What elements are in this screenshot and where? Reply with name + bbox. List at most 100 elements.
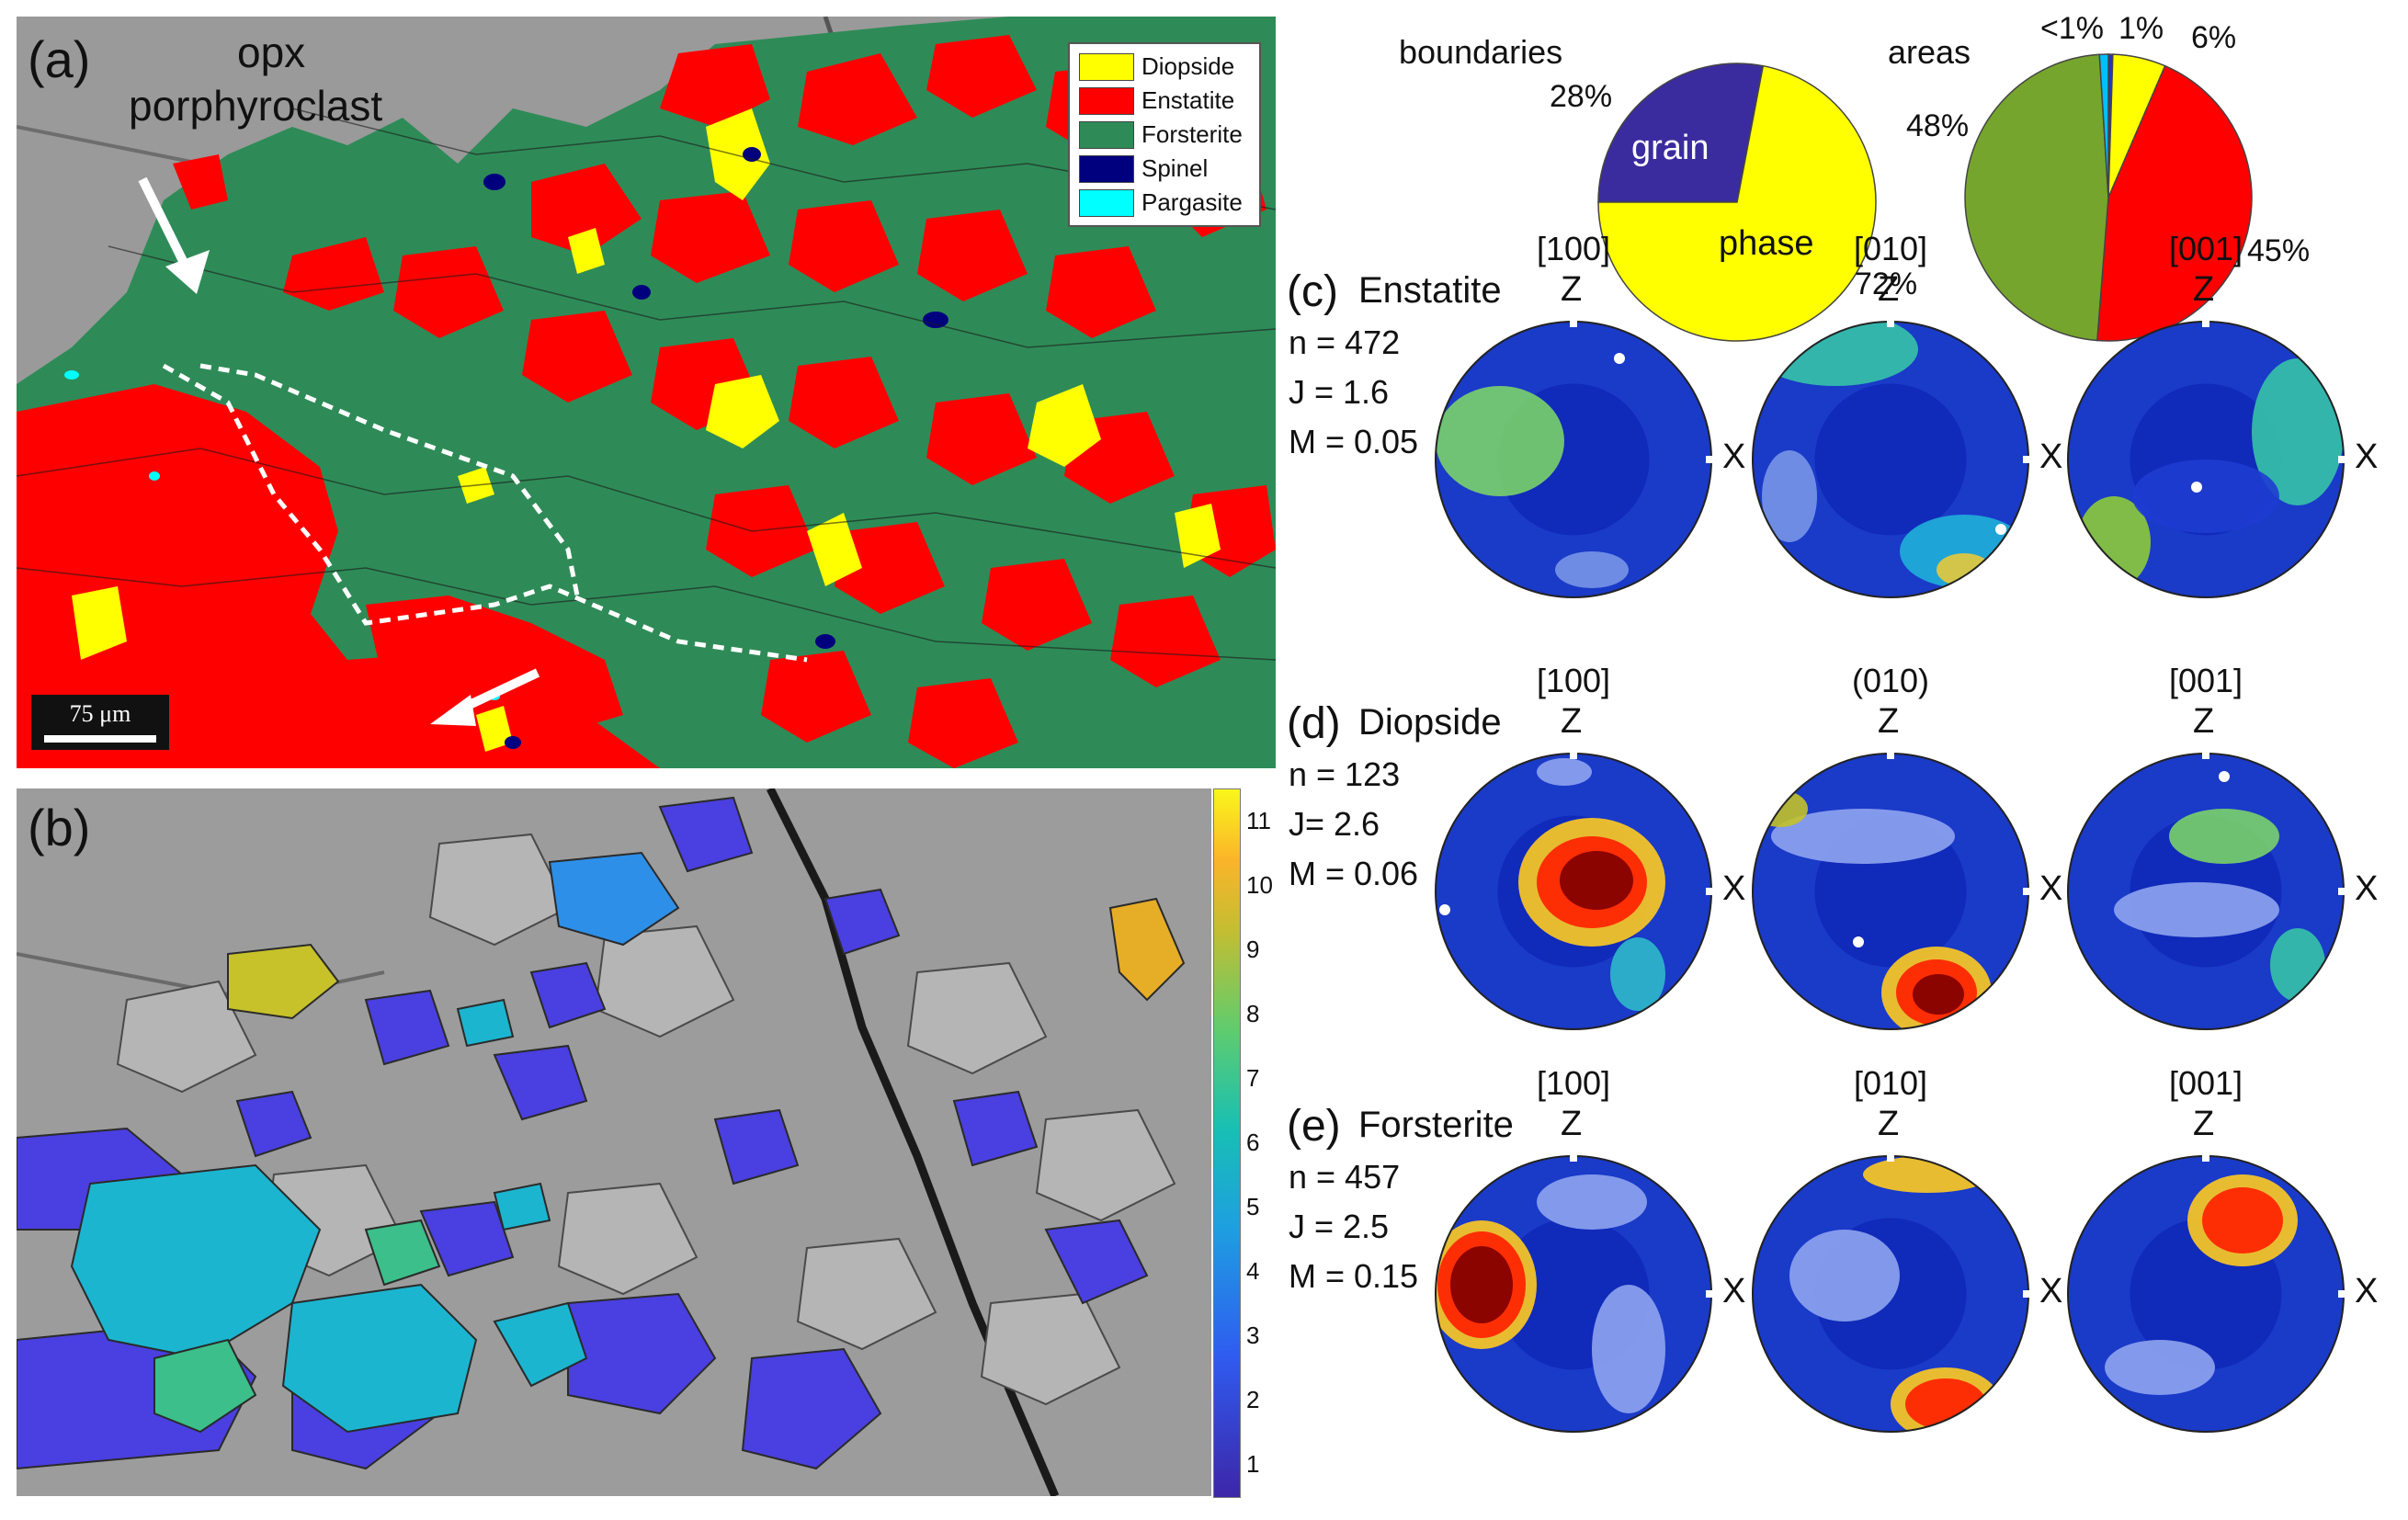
colorbar-tick: 3 bbox=[1246, 1321, 1260, 1349]
arrow-icon bbox=[430, 668, 540, 726]
phase-map-image bbox=[17, 17, 1276, 768]
pole-figure-title: (010) bbox=[1851, 662, 1930, 699]
pole-figure-plot bbox=[1752, 1152, 2032, 1433]
axis-label-z: Z bbox=[2193, 270, 2215, 309]
axis-label-x: X bbox=[2355, 869, 2379, 908]
pole-figure-title: [001] bbox=[2168, 662, 2243, 699]
legend-label: Pargasite bbox=[1142, 188, 1243, 216]
arrow-icon bbox=[138, 176, 210, 294]
pole-figure-plot bbox=[1435, 1152, 1715, 1433]
phase-legend: Diopside Enstatite Forsterite Spinel Par… bbox=[1068, 42, 1261, 227]
colorbar-tick: 4 bbox=[1246, 1257, 1260, 1285]
pole-figure-plot bbox=[1752, 318, 2032, 598]
axis-label-z: Z bbox=[2193, 702, 2215, 741]
pie-slice bbox=[1597, 62, 1765, 203]
axis-label-x: X bbox=[1722, 437, 1746, 476]
pole-figure-mineral: Enstatite bbox=[1358, 270, 1502, 311]
axis-label-z: Z bbox=[1878, 270, 1900, 309]
pole-figure-title: [100] bbox=[1536, 1064, 1611, 1102]
panel-b-label: (b) bbox=[28, 799, 91, 856]
pole-figure-m: M = 0.05 bbox=[1289, 423, 1419, 460]
pole-figure-title: [001] bbox=[2168, 230, 2243, 267]
scale-bar: 75 μm bbox=[31, 695, 169, 750]
pie-label-pargasite: 1% bbox=[2118, 11, 2164, 46]
phase-map bbox=[17, 17, 1276, 768]
axis-label-z: Z bbox=[1561, 702, 1583, 741]
pole-figure-label: (e) bbox=[1287, 1102, 1341, 1151]
pole-figure-title: [010] bbox=[1853, 230, 1928, 267]
legend-item: Pargasite bbox=[1079, 186, 1250, 220]
colorbar-tick: 6 bbox=[1246, 1129, 1260, 1156]
colorbar bbox=[1213, 788, 1241, 1498]
pole-figure-plot bbox=[1435, 750, 1715, 1030]
axis-label-x: X bbox=[2039, 437, 2063, 476]
panel-a-label: (a) bbox=[28, 30, 91, 88]
colorbar-tick: 7 bbox=[1246, 1064, 1260, 1092]
pie-label-spinel: <1% bbox=[2040, 11, 2104, 46]
misorientation-map bbox=[17, 788, 1211, 1496]
pole-figure-label: (c) bbox=[1287, 267, 1338, 316]
misorientation-map-image bbox=[17, 788, 1211, 1496]
axis-label-x: X bbox=[2355, 437, 2379, 476]
legend-item: Forsterite bbox=[1079, 118, 1250, 152]
colorbar-tick: 10 bbox=[1246, 871, 1273, 899]
pole-figure-m: M = 0.15 bbox=[1289, 1257, 1419, 1295]
pole-figure-j: J= 2.6 bbox=[1289, 805, 1380, 843]
axis-label-x: X bbox=[1722, 869, 1746, 908]
pole-figure-title: [010] bbox=[1853, 1064, 1928, 1102]
pole-figure-plot bbox=[2067, 318, 2347, 598]
colorbar-tick: 8 bbox=[1246, 1000, 1260, 1027]
axis-label-x: X bbox=[1722, 1272, 1746, 1310]
legend-label: Diopside bbox=[1142, 52, 1235, 80]
pole-figure-plot bbox=[2067, 750, 2347, 1030]
pie-label-enstatite: 45% bbox=[2247, 233, 2311, 268]
pole-figure-n: n = 472 bbox=[1289, 323, 1401, 361]
legend-label: Enstatite bbox=[1142, 86, 1235, 114]
colorbar-tick: 9 bbox=[1246, 936, 1260, 963]
legend-label: Spinel bbox=[1142, 154, 1209, 182]
axis-label-z: Z bbox=[1561, 1105, 1583, 1143]
pole-figure-plot bbox=[2067, 1152, 2347, 1433]
pole-figure-label: (d) bbox=[1287, 699, 1341, 748]
legend-item: Diopside bbox=[1079, 50, 1250, 84]
pie-label-grain-pct: 28% bbox=[1550, 79, 1613, 114]
colorbar-tick: 11 bbox=[1246, 807, 1271, 834]
legend-item: Enstatite bbox=[1079, 84, 1250, 118]
pie-label-phase: phase bbox=[1719, 224, 1814, 263]
pole-figure-j: J = 1.6 bbox=[1289, 373, 1390, 411]
pole-figure-title: [001] bbox=[2168, 1064, 2243, 1102]
pie-label-diopside: 6% bbox=[2191, 20, 2237, 55]
porphyroclast-label-line2: porphyroclast bbox=[129, 82, 383, 130]
pole-figure-mineral: Forsterite bbox=[1358, 1105, 1514, 1145]
pole-figure-plot bbox=[1752, 750, 2032, 1030]
pole-figure-mineral: Diopside bbox=[1358, 702, 1502, 743]
pole-figure-n: n = 457 bbox=[1289, 1158, 1401, 1196]
axis-label-z: Z bbox=[2193, 1105, 2215, 1143]
pole-figure-n: n = 123 bbox=[1289, 755, 1401, 793]
pie-areas-title: areas bbox=[1888, 33, 1971, 71]
porphyroclast-label-line1: opx bbox=[237, 28, 306, 76]
colorbar-tick: 1 bbox=[1246, 1450, 1260, 1478]
pie-label-phase-pct: 72% bbox=[1855, 267, 1918, 301]
axis-label-z: Z bbox=[1561, 270, 1583, 309]
legend-swatch bbox=[1079, 154, 1134, 183]
legend-swatch bbox=[1079, 120, 1134, 149]
pie-slice bbox=[1964, 53, 2109, 342]
pole-figure-m: M = 0.06 bbox=[1289, 855, 1419, 892]
pole-figure-title: [100] bbox=[1536, 230, 1611, 267]
legend-item: Spinel bbox=[1079, 152, 1250, 186]
axis-label-z: Z bbox=[1878, 1105, 1900, 1143]
legend-swatch bbox=[1079, 52, 1134, 81]
colorbar-tick: 5 bbox=[1246, 1193, 1260, 1220]
pie-chart-areas bbox=[1964, 53, 2253, 342]
pole-figure-j: J = 2.5 bbox=[1289, 1208, 1390, 1245]
pie-slice bbox=[2098, 53, 2109, 199]
axis-label-z: Z bbox=[1878, 702, 1900, 741]
pie-slice bbox=[1597, 64, 1877, 342]
colorbar-tick: 2 bbox=[1246, 1386, 1260, 1413]
legend-swatch bbox=[1079, 86, 1134, 115]
pie-label-forsterite: 48% bbox=[1906, 108, 1970, 143]
pie-boundaries-title: boundaries bbox=[1399, 33, 1563, 71]
pole-figure-title: [100] bbox=[1536, 662, 1611, 699]
axis-label-x: X bbox=[2039, 869, 2063, 908]
